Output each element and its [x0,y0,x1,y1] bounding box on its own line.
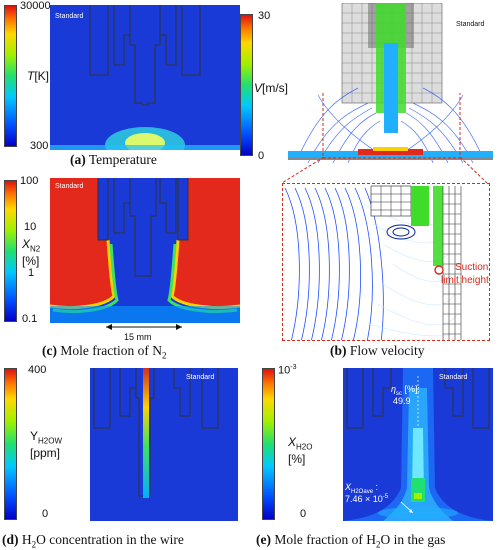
panel-b-caption-text: Flow velocity [346,343,425,358]
flow-detail-svg [284,185,462,340]
panel-e-caption: (e) Mole fraction of H2O in the gas [256,532,445,550]
h2ow-subscript: H2OW [38,436,63,446]
h2ow-axis-label: YH2OW [ppm] [30,430,62,460]
h2ow-unit: [ppm] [30,446,61,461]
velocity-colorbar-min: 0 [258,150,265,162]
h2ow-colorbar-max: 400 [28,364,47,376]
n2-fraction-svg [50,178,240,323]
panel-c-standard-label: Standard [55,183,84,190]
panel-c-caption-text: Mole fraction of N [56,343,162,358]
h2o-colorbar-max-base: 10 [278,364,291,377]
panel-c-caption-letter: (c) [42,343,57,358]
suction-annotation-line2: limit height [441,275,489,286]
temperature-field-svg [50,5,240,150]
panel-d-caption-letter: (d) [2,532,19,547]
eta-sc-value: 49.9 [393,396,411,406]
panel-e-caption-letter: (e) [256,532,271,547]
scale-bar [106,324,182,330]
n2-fraction-plot: Standard [50,178,240,323]
temperature-colorbar [4,5,17,147]
n2-colorbar-tick-10: 10 [24,221,37,233]
temperature-field-plot: Standard [50,5,240,150]
scale-bar-label: 15 mm [124,332,152,342]
eta-unit: [%]: [402,384,421,394]
panel-b-standard-label: Standard [456,21,485,28]
suction-annotation-line1: Suction [455,262,489,273]
temperature-symbol: T [27,69,35,83]
panel-a-caption: (a) Temperature [70,152,157,168]
h2o-colorbar [262,368,275,520]
h2o-colorbar-max-exp: -3 [290,364,297,371]
h2o-axis-label: XH2O [%] [288,436,312,466]
h2o-wire-svg [93,368,219,498]
h2o-gas-svg [343,368,493,521]
h2o-unit: [%] [288,452,306,467]
panel-a-caption-letter: (a) [70,152,86,167]
panel-a-standard-label: Standard [55,13,84,20]
temperature-axis-label: T[K] [27,70,49,83]
temperature-colorbar-min: 300 [30,140,49,152]
velocity-unit: [m/s] [262,81,289,95]
h2o-wire-plot: Standard [90,368,238,521]
panel-e-caption-text: Mole fraction of H [270,532,376,547]
velocity-symbol: V [254,81,263,95]
h2ow-colorbar-min: 0 [42,508,49,520]
velocity-colorbar [240,14,253,156]
xh2oave-symbol: X [345,482,352,492]
h2o-subscript: H2O [296,442,313,452]
n2-unit: [%] [22,254,40,269]
panel-e-caption-sub: 2 [375,539,381,550]
panel-d-standard-label: Standard [186,374,215,381]
n2-colorbar [4,180,17,322]
xh2oave-label: XH2Oave : [345,482,378,495]
h2o-colorbar-min: 0 [300,508,307,520]
h2o-gas-plot: Standard ηsc [%]: 49.9 XH2Oave : 7.46 × … [343,368,493,521]
flow-overview-svg [288,3,493,163]
panel-d-caption-text: H [18,532,32,547]
h2o-symbol: X [288,435,297,449]
flow-velocity-overview: Standard [288,3,493,163]
eta-subscript: sc [396,390,402,397]
panel-d-caption-sub: 2 [31,539,37,550]
panel-c-caption: (c) Mole fraction of N2 [42,343,166,361]
panel-e-standard-label: Standard [439,374,468,381]
temperature-unit: [K] [34,69,50,83]
xh2oave-colon: : [373,482,379,492]
panel-e-caption-tail: O in the gas [380,532,446,547]
xh2oave-mantissa: 7.46 × 10 [345,494,383,504]
panel-a-caption-text: Temperature [85,152,157,167]
h2o-colorbar-max: 10-3 [278,364,296,377]
n2-colorbar-tick-100: 100 [20,175,39,187]
xh2oave-exponent: -5 [382,494,389,500]
panel-b-caption-letter: (b) [330,343,347,358]
h2ow-colorbar [4,368,17,520]
xh2oave-subscript: H2Oave [351,488,374,495]
h2ow-symbol: Y [30,429,39,443]
temperature-colorbar-max: 30000 [20,0,51,12]
panel-b-caption: (b) Flow velocity [330,343,425,359]
eta-symbol: η [391,384,396,394]
panel-d-caption: (d) H2O concentration in the wire [2,532,184,550]
velocity-axis-label: V[m/s] [254,82,288,95]
velocity-colorbar-max: 30 [258,10,271,22]
eta-sc-label: ηsc [%]: [391,384,420,397]
n2-symbol: X [22,237,31,251]
panel-c-caption-sub: 2 [161,350,167,361]
zoom-connector-lines [281,157,488,184]
xh2oave-value: 7.46 × 10-5 [345,494,388,504]
flow-velocity-detail [282,183,490,341]
n2-subscript: N2 [30,244,41,254]
n2-colorbar-tick-1: 1 [28,267,35,279]
n2-axis-label: XN2 [%] [22,238,40,268]
panel-d-caption-tail: O concentration in the wire [36,532,184,547]
n2-colorbar-tick-0-1: 0.1 [22,313,38,325]
